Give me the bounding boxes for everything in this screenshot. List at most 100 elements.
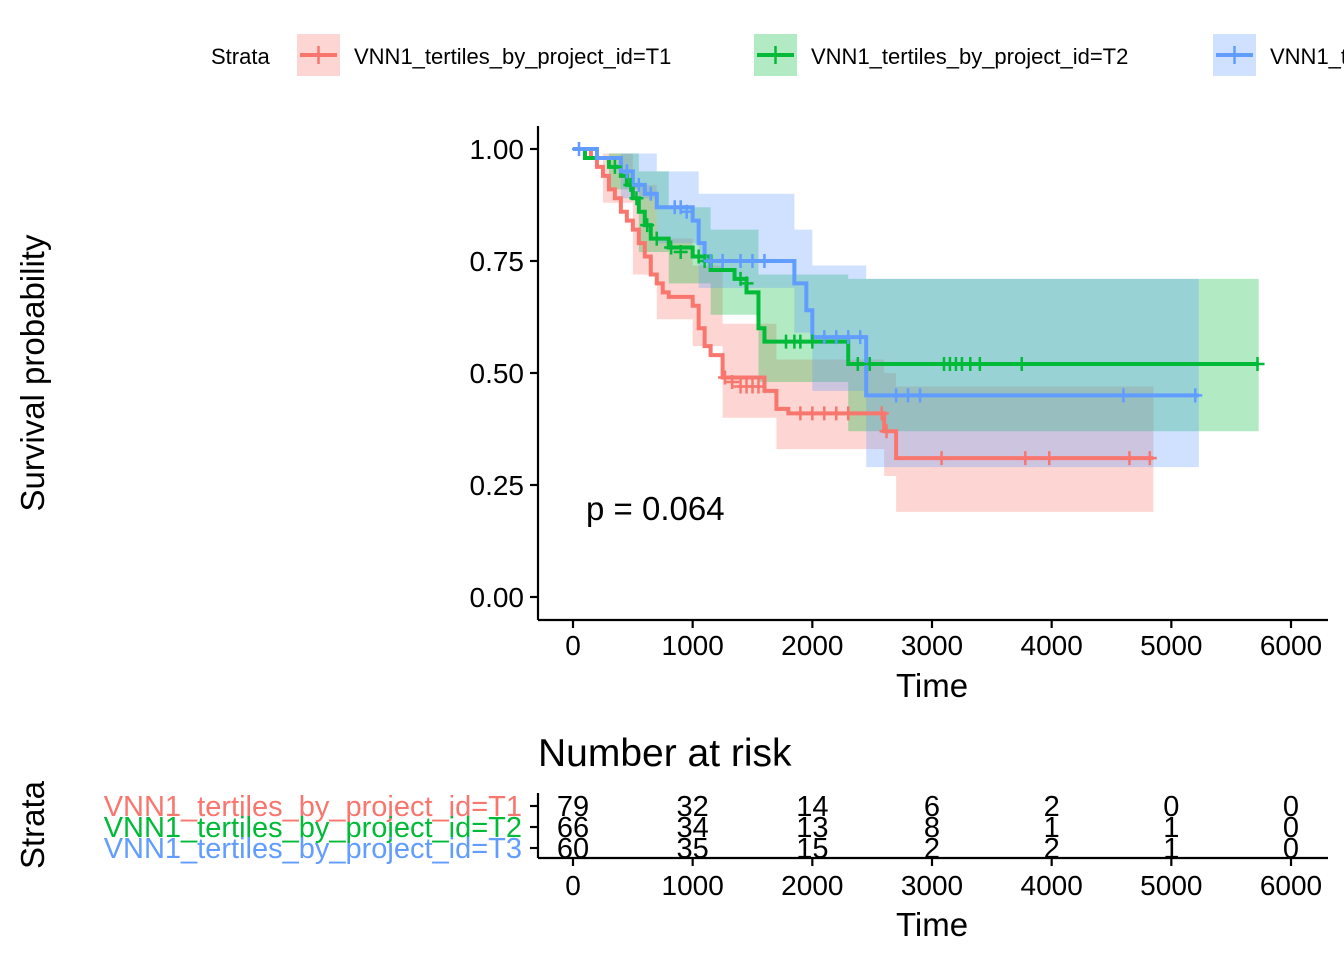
risk-value-t1: 0 [1163, 791, 1179, 823]
confidence-bands [573, 149, 1259, 512]
risk-value-t1: 6 [924, 791, 940, 823]
km-x-tick-label: 2000 [781, 630, 843, 661]
km-x-tick-label: 5000 [1140, 630, 1202, 661]
risk-y-axis-label: Strata [14, 780, 51, 869]
km-x-tick-label: 0 [565, 630, 581, 661]
censor-mark-t1 [1042, 451, 1057, 466]
km-y-tick-label: 0.25 [470, 470, 525, 501]
censor-mark-t3 [715, 254, 730, 268]
km-x-axis-label: Time [896, 667, 968, 704]
censor-mark-t3 [679, 204, 694, 219]
risk-x-axis-label: Time [896, 906, 968, 943]
risk-value-t2: 0 [1283, 812, 1299, 844]
censor-mark-t2 [1014, 357, 1029, 372]
risk-strata-label-t3: VNN1_tertiles_by_project_id=T3 [104, 833, 522, 865]
risk-value-t1: 79 [557, 791, 589, 823]
legend-label-t1: VNN1_tertiles_by_project_id=T1 [354, 44, 671, 69]
censor-mark-t3 [703, 254, 718, 268]
censor-mark-t3 [733, 254, 748, 268]
risk-x-tick-label: 1000 [662, 870, 724, 901]
confidence-band-t2 [573, 149, 1259, 432]
censor-mark-t1 [751, 379, 766, 394]
censor-mark-t2 [862, 357, 877, 372]
legend-title: Strata [211, 44, 270, 69]
legend: Strata VNN1_tertiles_by_project_id=T1 VNN… [211, 34, 1344, 76]
km-x-tick-label: 3000 [901, 630, 963, 661]
censor-mark-t1 [841, 406, 856, 421]
censor-mark-t1 [879, 424, 894, 439]
censor-mark-t1 [1122, 451, 1137, 466]
censor-marks [571, 142, 1265, 466]
km-x-tick-label: 4000 [1021, 630, 1083, 661]
censor-mark-t2 [805, 334, 820, 349]
km-x-tick-label: 6000 [1260, 630, 1322, 661]
km-plot: 0.00 0.25 0.50 0.75 1.00 0 1000 2000 3000 4000 500… [14, 126, 1328, 704]
censor-mark-t1 [717, 370, 732, 385]
censor-mark-t2 [629, 191, 644, 206]
risk-values: 79 32 14 6 2 0 066 34 13 8 1 1 060 35 15 2 2 1 0 [557, 791, 1299, 865]
km-x-tick-label: 1000 [662, 630, 724, 661]
p-value-annotation: p = 0.064 [586, 490, 725, 527]
km-y-tick-label: 0.50 [470, 358, 525, 389]
censor-mark-t3 [619, 164, 634, 179]
legend-item-t1: VNN1_tertiles_by_project_id=T1 [297, 34, 671, 76]
censor-mark-t1 [934, 451, 949, 466]
risk-strata-label-t1: VNN1_tertiles_by_project_id=T1 [104, 791, 522, 823]
risk-value-t2: 8 [924, 812, 940, 844]
censor-mark-t1 [1142, 451, 1157, 466]
censor-mark-t3 [643, 186, 658, 201]
censor-mark-t2 [972, 357, 987, 372]
risk-x-tick-label: 2000 [781, 870, 843, 901]
km-axes: 0.00 0.25 0.50 0.75 1.00 0 1000 2000 3000 4000 500… [470, 126, 1328, 661]
censor-mark-t1 [1018, 451, 1033, 466]
survival-curve-t1 [573, 147, 1154, 461]
risk-x-tick-label: 5000 [1140, 870, 1202, 901]
risk-value-t2: 66 [557, 812, 589, 844]
censor-mark-t3 [913, 388, 928, 403]
legend-label-t3: VNN1_tertiles_by_project_id=T3 [1270, 44, 1344, 69]
censor-mark-t1 [829, 406, 844, 421]
censor-mark-t1 [725, 374, 740, 389]
risk-x-tick-label: 3000 [901, 870, 963, 901]
censor-mark-t1 [817, 406, 832, 421]
risk-table: Number at risk VNN1_tertiles_by_project_… [14, 732, 1328, 943]
risk-value-t2: 1 [1044, 812, 1060, 844]
censor-mark-t2 [607, 159, 622, 174]
censor-mark-t3 [1188, 388, 1203, 403]
censor-mark-t2 [649, 231, 664, 246]
censor-mark-t2 [673, 245, 688, 260]
censor-mark-t3 [571, 142, 586, 156]
risk-value-t1: 0 [1283, 791, 1299, 823]
km-y-axis-label: Survival probability [14, 234, 51, 511]
confidence-band-t3 [573, 149, 1199, 468]
risk-value-t2: 34 [677, 812, 709, 844]
risk-strata-labels: VNN1_tertiles_by_project_id=T1 VNN1_terti… [104, 791, 522, 865]
legend-item-t2: VNN1_tertiles_by_project_id=T2 [754, 34, 1128, 76]
censor-mark-t3 [817, 330, 832, 345]
risk-value-t1: 32 [677, 791, 709, 823]
censor-mark-t2 [640, 218, 655, 233]
censor-mark-t2 [850, 357, 865, 372]
censor-mark-t3 [829, 330, 844, 345]
censor-mark-t2 [1250, 357, 1265, 372]
censor-mark-t3 [853, 330, 868, 345]
censor-mark-t3 [757, 254, 772, 268]
censor-mark-t3 [889, 388, 904, 403]
risk-axes: 0 1000 2000 3000 4000 5000 6000 [530, 793, 1328, 901]
km-y-tick-label: 0.00 [470, 582, 525, 613]
risk-value-t1: 14 [796, 791, 828, 823]
censor-mark-t2 [739, 276, 754, 291]
legend-label-t2: VNN1_tertiles_by_project_id=T2 [811, 44, 1128, 69]
risk-value-t2: 1 [1163, 812, 1179, 844]
censor-mark-t3 [1116, 388, 1131, 403]
censor-mark-t3 [631, 177, 646, 192]
risk-table-title: Number at risk [538, 732, 792, 775]
censor-mark-t3 [901, 388, 916, 403]
risk-x-tick-label: 4000 [1021, 870, 1083, 901]
censor-mark-t3 [841, 330, 856, 345]
km-y-tick-label: 1.00 [470, 134, 525, 165]
risk-x-tick-label: 0 [565, 870, 581, 901]
km-y-tick-label: 0.75 [470, 246, 525, 277]
risk-value-t1: 2 [1044, 791, 1060, 823]
